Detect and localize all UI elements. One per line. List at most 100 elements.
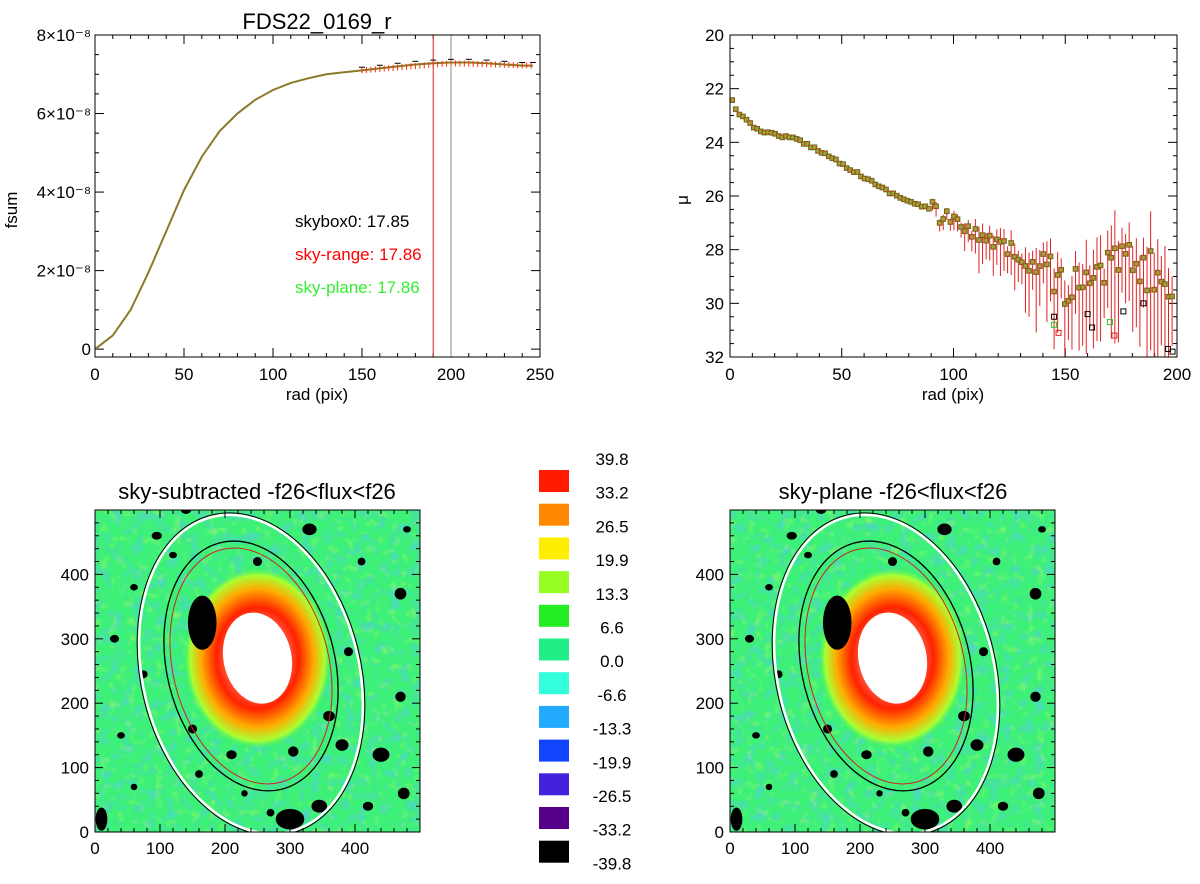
mu-data-point-core (973, 227, 977, 231)
left-map-masked-object (362, 801, 374, 811)
right-map-masked-object (946, 799, 963, 813)
mu-data-point-core (1027, 269, 1031, 273)
colorbar-label: 6.6 (600, 619, 624, 638)
mu-data-point-core (737, 113, 741, 117)
mu-plot-frame (729, 34, 1178, 358)
right-map-masked-object (876, 790, 883, 797)
mu-data-point-core (820, 151, 824, 155)
mu-y-tick-label: 28 (705, 241, 724, 260)
mu-data-point-core (838, 162, 842, 166)
mu-outlier-marker (1140, 300, 1147, 307)
right-map-masked-object (970, 739, 984, 751)
mu-data-point-core (787, 135, 791, 139)
mu-y-tick-label: 30 (705, 294, 724, 313)
mu-data-point-core (998, 240, 1002, 244)
left-map-x-tick-label: 200 (211, 839, 239, 858)
mu-data-point-core (1127, 243, 1131, 247)
mu-data-point-core (1159, 280, 1163, 284)
colorbar-swatch (539, 739, 569, 762)
colorbar-swatch (539, 604, 569, 627)
mu-data-point-core (1124, 252, 1128, 256)
mu-data-point-core (745, 118, 749, 122)
mu-data-point-core (913, 202, 917, 206)
mu-data-point-core (1138, 279, 1142, 283)
fsum-x-tick-label: 250 (526, 365, 554, 384)
left-map-x-tick-label: 400 (341, 839, 369, 858)
mu-data-point-core (1095, 265, 1099, 269)
mu-data-point-core (1113, 246, 1117, 250)
mu-data-point-core (1016, 258, 1020, 262)
colorbar-swatch (539, 503, 569, 526)
mu-data-point-core (1091, 276, 1095, 280)
right-map-inner-aperture-red (804, 547, 968, 785)
colorbar-label: -26.5 (593, 787, 632, 806)
mu-outlier-marker (1106, 319, 1113, 326)
left-map-masked-object (357, 557, 366, 566)
fsum-plot: FDS22_0169_r 0 50 100 150 200 250 0 2×10⁻⁸ 4×10⁻… (2, 9, 554, 404)
left-map-masked-object (397, 787, 410, 800)
mu-data-point-core (812, 145, 816, 149)
fsum-y-tick-label: 2×10⁻⁸ (37, 262, 91, 281)
mu-data-point-core (766, 130, 770, 134)
left-map-galaxy-core (222, 612, 293, 704)
left-map-masked-object (302, 523, 317, 536)
colorbar-label: -33.2 (593, 821, 632, 840)
right-map-masked-object (765, 783, 773, 791)
mu-x-tick-label: 200 (1163, 365, 1191, 384)
mu-data-point-core (1102, 281, 1106, 285)
mu-data-point-core (1045, 262, 1049, 266)
mu-data-point-core (966, 224, 970, 228)
mu-data-point-core (752, 126, 756, 130)
right-map-masked-object (978, 647, 989, 657)
colorbar-swatch (539, 840, 569, 863)
mu-data-point-core (1106, 251, 1110, 255)
mu-data-point-core (791, 135, 795, 139)
mu-data-point-core (798, 138, 802, 142)
mu-data-point-core (902, 197, 906, 201)
left-map-masked-object (288, 746, 299, 757)
colorbar-label: -19.9 (593, 753, 632, 772)
mu-data-point-core (784, 134, 788, 138)
right-map-y-tick-label: 100 (696, 759, 724, 778)
sky-subtracted-map-frame (94, 509, 421, 833)
mu-data-point-core (938, 221, 942, 225)
mu-outlier-marker (1169, 348, 1176, 355)
right-map-masked-object (752, 732, 760, 739)
mu-data-point-core (1170, 294, 1174, 298)
mu-data-point-core (780, 135, 784, 139)
right-map-masked-object (804, 551, 812, 559)
left-map-masked-object (335, 739, 349, 751)
left-map-content (95, 510, 420, 832)
right-map-x-tick-label: 400 (976, 839, 1004, 858)
mu-data-point-core (863, 177, 867, 181)
mu-data-point-core (755, 127, 759, 131)
mu-outlier-marker (1055, 329, 1062, 336)
left-map-masked-object (323, 710, 335, 722)
left-map-inner-aperture (163, 540, 339, 792)
mu-data-point-core (934, 204, 938, 208)
annotation-skybox0: skybox0: 17.85 (295, 212, 409, 231)
right-map-masked-object (1030, 691, 1041, 702)
mu-data-point-core (963, 229, 967, 233)
colorbar-label: -39.8 (593, 854, 632, 873)
mu-data-point-core (1088, 281, 1092, 285)
left-map-masked-object (195, 770, 203, 778)
mu-data-point-core (1048, 254, 1052, 258)
right-map-masked-object (765, 584, 773, 591)
fsum-x-tick-label: 150 (348, 365, 376, 384)
mu-data-point-core (1109, 256, 1113, 260)
mu-data-point-core (866, 177, 870, 181)
left-map-y-tick-label: 200 (61, 694, 89, 713)
mu-data-point-core (848, 168, 852, 172)
left-map-masked-object (130, 783, 138, 791)
left-map-outer-aperture (136, 512, 366, 832)
mu-data-point-core (920, 205, 924, 209)
mu-data-point-core (1052, 290, 1056, 294)
mu-y-tick-label: 20 (705, 26, 724, 45)
mu-data-point-core (1009, 241, 1013, 245)
right-map-content (730, 510, 1055, 832)
mu-outlier-marker (1084, 311, 1091, 318)
mu-data-point-core (1167, 295, 1171, 299)
left-map-masked-object (130, 584, 138, 591)
sky-plane-map-frame (729, 509, 1056, 833)
